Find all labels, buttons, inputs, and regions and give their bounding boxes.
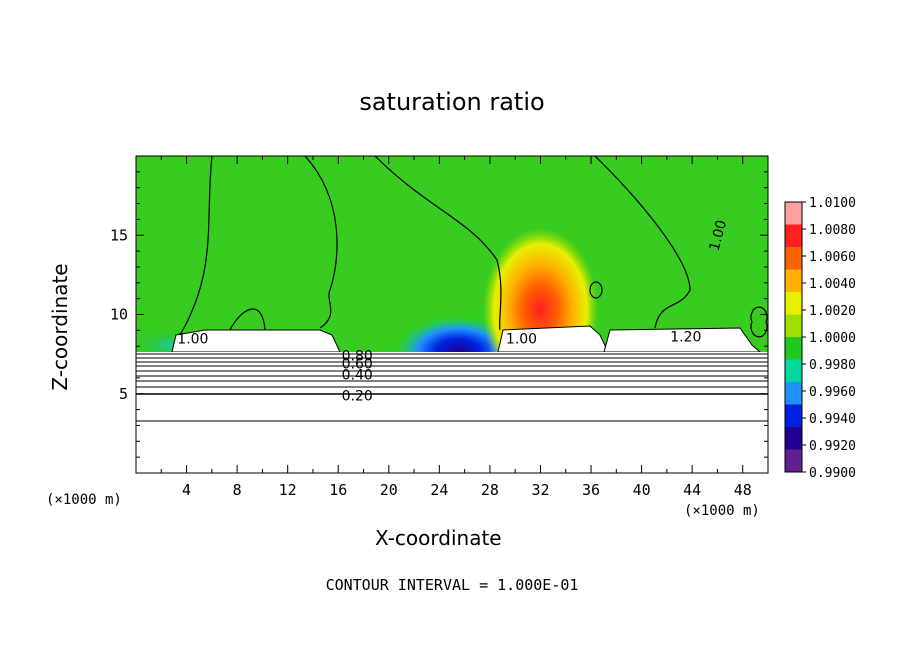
- x-unit-label: (×1000 m): [684, 503, 760, 519]
- colorbar-swatch: [785, 337, 802, 360]
- lower-region: [136, 352, 768, 473]
- contour-label: 0.60: [342, 357, 373, 373]
- y-axis: 5 10 15: [110, 171, 768, 458]
- contour-label: 0.80: [342, 349, 373, 365]
- colorbar-label: 1.0020: [809, 304, 856, 319]
- colorbar-swatch: [785, 427, 802, 450]
- colorbar-label: 0.9940: [809, 412, 856, 427]
- colorbar-swatch: [785, 224, 802, 248]
- saturation-field: [136, 156, 768, 473]
- colorbar-label: 1.0080: [809, 223, 856, 238]
- contour-lower-line-6: [136, 380, 768, 382]
- contour-1-00-line-6: [229, 308, 266, 331]
- contour-lower-line-0: [136, 353, 768, 355]
- contour-label: 0.20: [342, 388, 373, 404]
- contour-lower-line-5: [136, 375, 768, 377]
- x-tick-label: 44: [683, 481, 701, 499]
- contour-label: 1.00: [506, 331, 537, 347]
- colorbar-swatch: [785, 382, 802, 405]
- colorbar-swatch: [785, 359, 802, 383]
- y-tick-label: 15: [110, 226, 128, 244]
- contour-label: 1.20: [670, 330, 701, 346]
- z-unit-label: (×1000 m): [46, 492, 122, 508]
- chart-title: saturation ratio: [359, 88, 545, 116]
- colorbar-swatch: [785, 449, 802, 473]
- x-tick-label: 36: [582, 481, 600, 499]
- colorbar-label: 0.9980: [809, 358, 856, 373]
- contour-1-00-line-5: [750, 306, 768, 338]
- contour-label: 1.00: [177, 331, 208, 347]
- contour-lower-line-4: [136, 370, 768, 372]
- x-tick-label: 12: [279, 481, 297, 499]
- y-tick-label: 10: [110, 306, 128, 324]
- contour-labels: 1.00 1.00 1.00 1.20 0.800.600.40 0.20: [177, 218, 730, 404]
- contour-1-00-line-3: [594, 156, 691, 329]
- contour-lower-line-1: [136, 357, 768, 359]
- contour-label: 0.40: [342, 368, 373, 384]
- colorbar-label: 1.0040: [809, 277, 856, 292]
- colorbar-label: 1.0000: [809, 331, 856, 346]
- x-tick-label: 48: [734, 481, 752, 499]
- colorbar-swatch: [785, 314, 802, 338]
- x-tick-label: 16: [329, 481, 347, 499]
- x-tick-label: 28: [481, 481, 499, 499]
- colorbar-label: 0.9960: [809, 385, 856, 400]
- colorbar-label: 0.9920: [809, 439, 856, 454]
- colorbar-swatch: [785, 292, 802, 315]
- x-axis-label: X-coordinate: [375, 526, 502, 550]
- contour-label: 1.00: [707, 218, 731, 252]
- y-axis-label: Z-coordinate: [48, 263, 72, 391]
- y-tick-label: 5: [119, 385, 128, 403]
- x-tick-label: 32: [531, 481, 549, 499]
- colorbar-swatch: [785, 269, 802, 293]
- contour-1-00-line-0: [179, 156, 213, 336]
- colorbar-label: 1.0060: [809, 250, 856, 265]
- x-tick-label: 20: [380, 481, 398, 499]
- contour-lower-line-2: [136, 361, 768, 363]
- contour-1-00-line-4: [589, 281, 603, 299]
- contour-lower-line-3: [136, 365, 768, 367]
- contour-lines: [136, 156, 768, 422]
- contour-lower-line-7: [136, 386, 768, 388]
- colorbar-swatch: [785, 247, 802, 270]
- x-tick-label: 40: [633, 481, 651, 499]
- colorbar-label: 0.9900: [809, 466, 856, 481]
- contour-lower-line-8: [136, 392, 768, 396]
- x-tick-label: 4: [182, 481, 191, 499]
- colorbar: 1.0100 1.0080 1.0060 1.0040 1.0020 1.0000 0.99…: [784, 196, 856, 481]
- colorbar-swatch: [785, 202, 802, 225]
- x-tick-label: 8: [233, 481, 242, 499]
- x-axis: 4 8 12 16 20 24 28 32 36 40 44 48: [160, 156, 752, 499]
- x-tick-label: 24: [430, 481, 448, 499]
- colorbar-swatch: [785, 404, 802, 428]
- contour-lower-line-9: [136, 420, 768, 422]
- contour-1-00-line-2: [374, 156, 502, 331]
- contour-interval-note: CONTOUR INTERVAL = 1.000E-01: [325, 576, 579, 594]
- colorbar-label: 1.0100: [809, 196, 856, 211]
- contour-1-00-line-1: [304, 156, 338, 329]
